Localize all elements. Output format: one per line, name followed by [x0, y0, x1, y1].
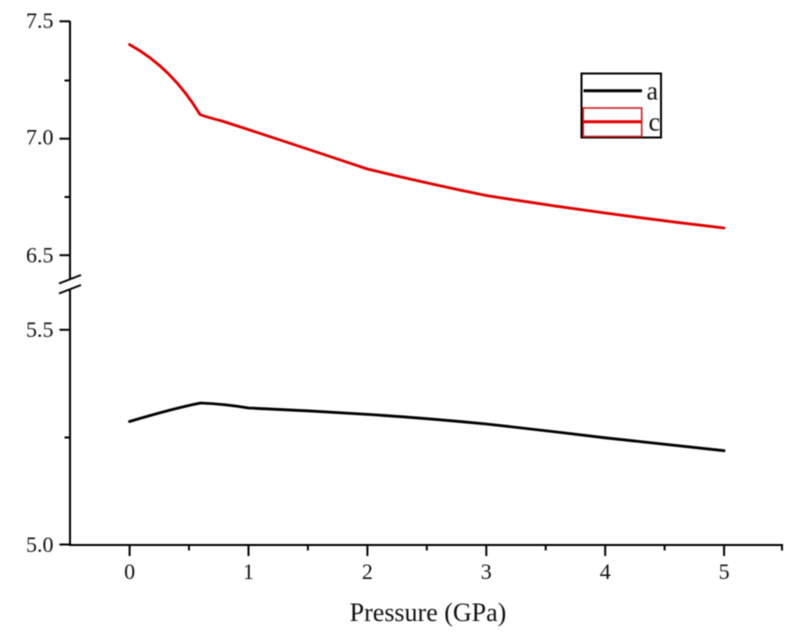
svg-text:3: 3 — [481, 559, 492, 584]
svg-text:7.5: 7.5 — [26, 8, 54, 33]
svg-text:a: a — [647, 77, 659, 106]
svg-text:5: 5 — [719, 559, 730, 584]
svg-text:c: c — [649, 108, 661, 137]
svg-text:4: 4 — [600, 559, 611, 584]
svg-text:Pressure (GPa): Pressure (GPa) — [350, 598, 507, 627]
svg-text:1: 1 — [243, 559, 254, 584]
svg-text:5.0: 5.0 — [26, 532, 54, 557]
svg-text:7.0: 7.0 — [26, 125, 54, 150]
svg-text:2: 2 — [362, 559, 373, 584]
svg-text:0: 0 — [124, 559, 135, 584]
svg-text:6.5: 6.5 — [26, 243, 54, 268]
svg-text:5.5: 5.5 — [26, 317, 54, 342]
